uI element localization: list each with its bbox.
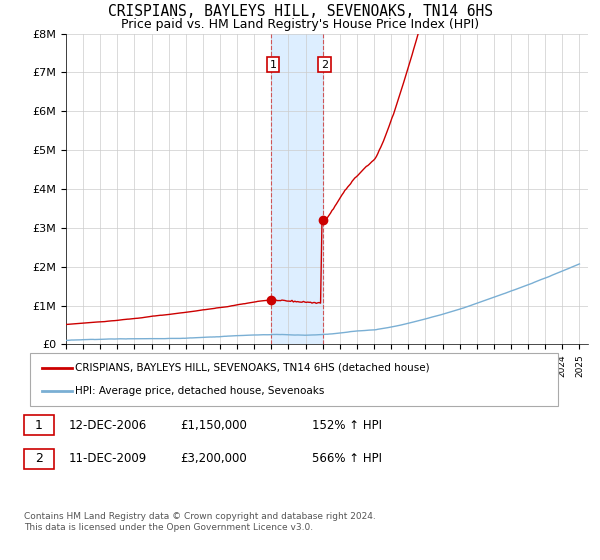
Text: HPI: Average price, detached house, Sevenoaks: HPI: Average price, detached house, Seve… <box>75 386 325 396</box>
Text: 566% ↑ HPI: 566% ↑ HPI <box>312 452 382 465</box>
Text: CRISPIANS, BAYLEYS HILL, SEVENOAKS, TN14 6HS (detached house): CRISPIANS, BAYLEYS HILL, SEVENOAKS, TN14… <box>75 363 430 373</box>
Text: 1: 1 <box>35 418 43 432</box>
Text: 1: 1 <box>269 60 277 69</box>
Text: £1,150,000: £1,150,000 <box>180 418 247 432</box>
Text: 2: 2 <box>35 452 43 465</box>
Text: 12-DEC-2006: 12-DEC-2006 <box>69 418 147 432</box>
Text: 11-DEC-2009: 11-DEC-2009 <box>69 452 147 465</box>
Text: Contains HM Land Registry data © Crown copyright and database right 2024.
This d: Contains HM Land Registry data © Crown c… <box>24 512 376 532</box>
Text: CRISPIANS, BAYLEYS HILL, SEVENOAKS, TN14 6HS: CRISPIANS, BAYLEYS HILL, SEVENOAKS, TN14… <box>107 4 493 19</box>
Text: 2: 2 <box>321 60 328 69</box>
Text: Price paid vs. HM Land Registry's House Price Index (HPI): Price paid vs. HM Land Registry's House … <box>121 18 479 31</box>
Text: £3,200,000: £3,200,000 <box>180 452 247 465</box>
Bar <box>271 34 323 344</box>
Text: 152% ↑ HPI: 152% ↑ HPI <box>312 418 382 432</box>
